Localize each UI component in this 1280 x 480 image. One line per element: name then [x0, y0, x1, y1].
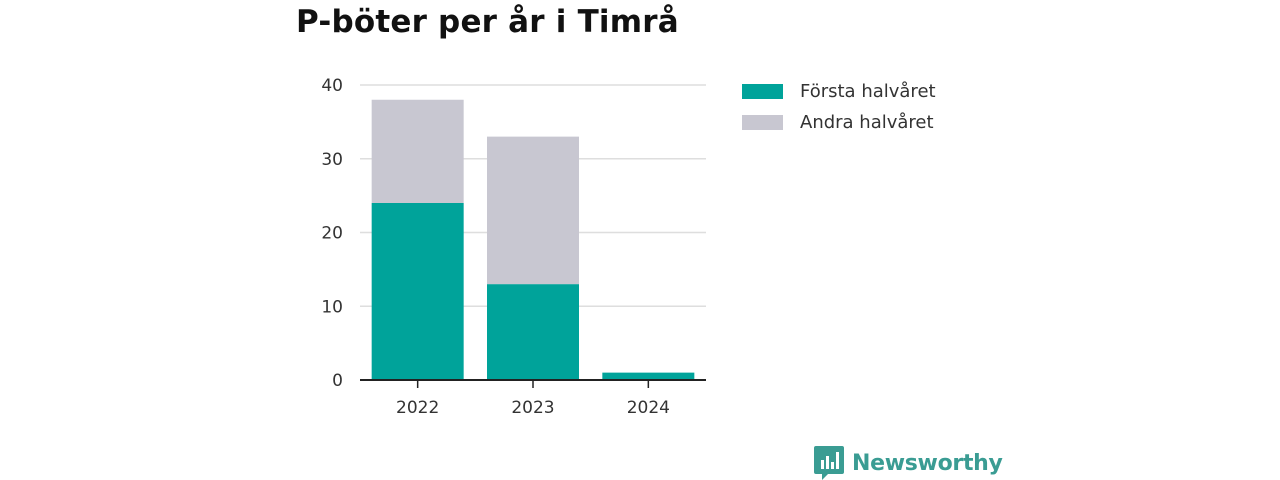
legend-label-forsta-halvaret: Första halvåret [800, 81, 936, 102]
y-tick-label-0: 0 [332, 371, 343, 391]
y-tick-label-30: 30 [321, 150, 343, 170]
bar-2023-series-2 [487, 136, 579, 285]
y-tick-label-20: 20 [321, 224, 343, 244]
y-axis-ticks: 0 10 20 30 40 [321, 76, 343, 391]
legend-swatch-andra-halvaret [742, 115, 783, 130]
bar-2022-series-1 [371, 203, 464, 380]
bar-2023-series-1 [487, 284, 579, 380]
newsworthy-logo-icon [814, 446, 844, 480]
x-axis-ticks: 2022 2023 2024 [396, 398, 670, 418]
legend-item-forsta-halvaret: Första halvåret [742, 76, 936, 107]
bars [371, 99, 695, 380]
newsworthy-brand: Newsworthy [814, 446, 1003, 480]
x-axis [360, 379, 706, 388]
newsworthy-wordmark: Newsworthy [852, 450, 1003, 476]
legend-swatch-forsta-halvaret [742, 84, 783, 99]
legend: Första halvåret Andra halvåret [742, 76, 936, 138]
x-tick-label-2023: 2023 [511, 398, 554, 418]
bar-2022-series-2 [371, 99, 464, 203]
y-tick-label-40: 40 [321, 76, 343, 96]
legend-label-andra-halvaret: Andra halvåret [800, 112, 934, 133]
chart-title: P-böter per år i Timrå [296, 4, 679, 40]
legend-item-andra-halvaret: Andra halvåret [742, 107, 936, 138]
x-tick-label-2022: 2022 [396, 398, 439, 418]
y-tick-label-10: 10 [321, 297, 343, 317]
x-tick-label-2024: 2024 [627, 398, 670, 418]
bar-2024-series-1 [602, 372, 695, 380]
